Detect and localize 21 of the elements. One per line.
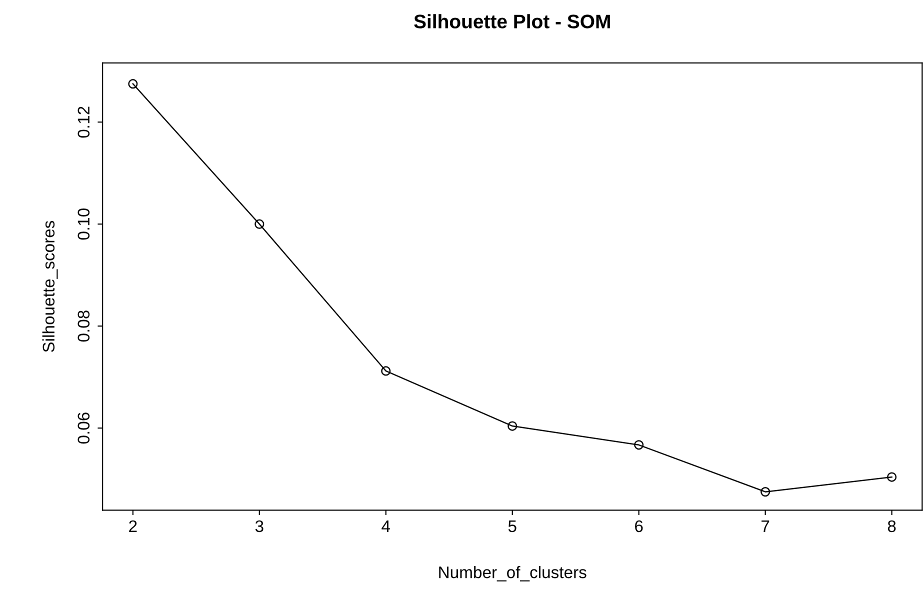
x-tick-label: 6 (635, 520, 643, 532)
y-tick-label: 0.06 (78, 412, 90, 444)
point (128, 79, 138, 89)
x-axis-title: Number_of_clusters (439, 566, 586, 582)
point (634, 440, 644, 450)
chart-title: Silhouette Plot - SOM (414, 14, 610, 28)
x-tick-label: 8 (888, 520, 896, 532)
point (508, 421, 518, 431)
y-tick-label: 0.12 (78, 106, 90, 138)
point (381, 366, 391, 376)
x-tick-label: 5 (508, 520, 516, 532)
x-tick-label: 7 (762, 520, 770, 532)
y-tick-label: 0.10 (78, 208, 90, 240)
y-tick-label: 0.08 (78, 310, 90, 342)
point (760, 487, 770, 497)
point (887, 472, 897, 482)
x-tick-label: 2 (129, 520, 137, 532)
x-tick-label: 3 (255, 520, 264, 532)
x-tick-label: 4 (382, 520, 390, 532)
point (254, 219, 264, 229)
y-axis-title: Silhouette_scores (42, 220, 58, 352)
